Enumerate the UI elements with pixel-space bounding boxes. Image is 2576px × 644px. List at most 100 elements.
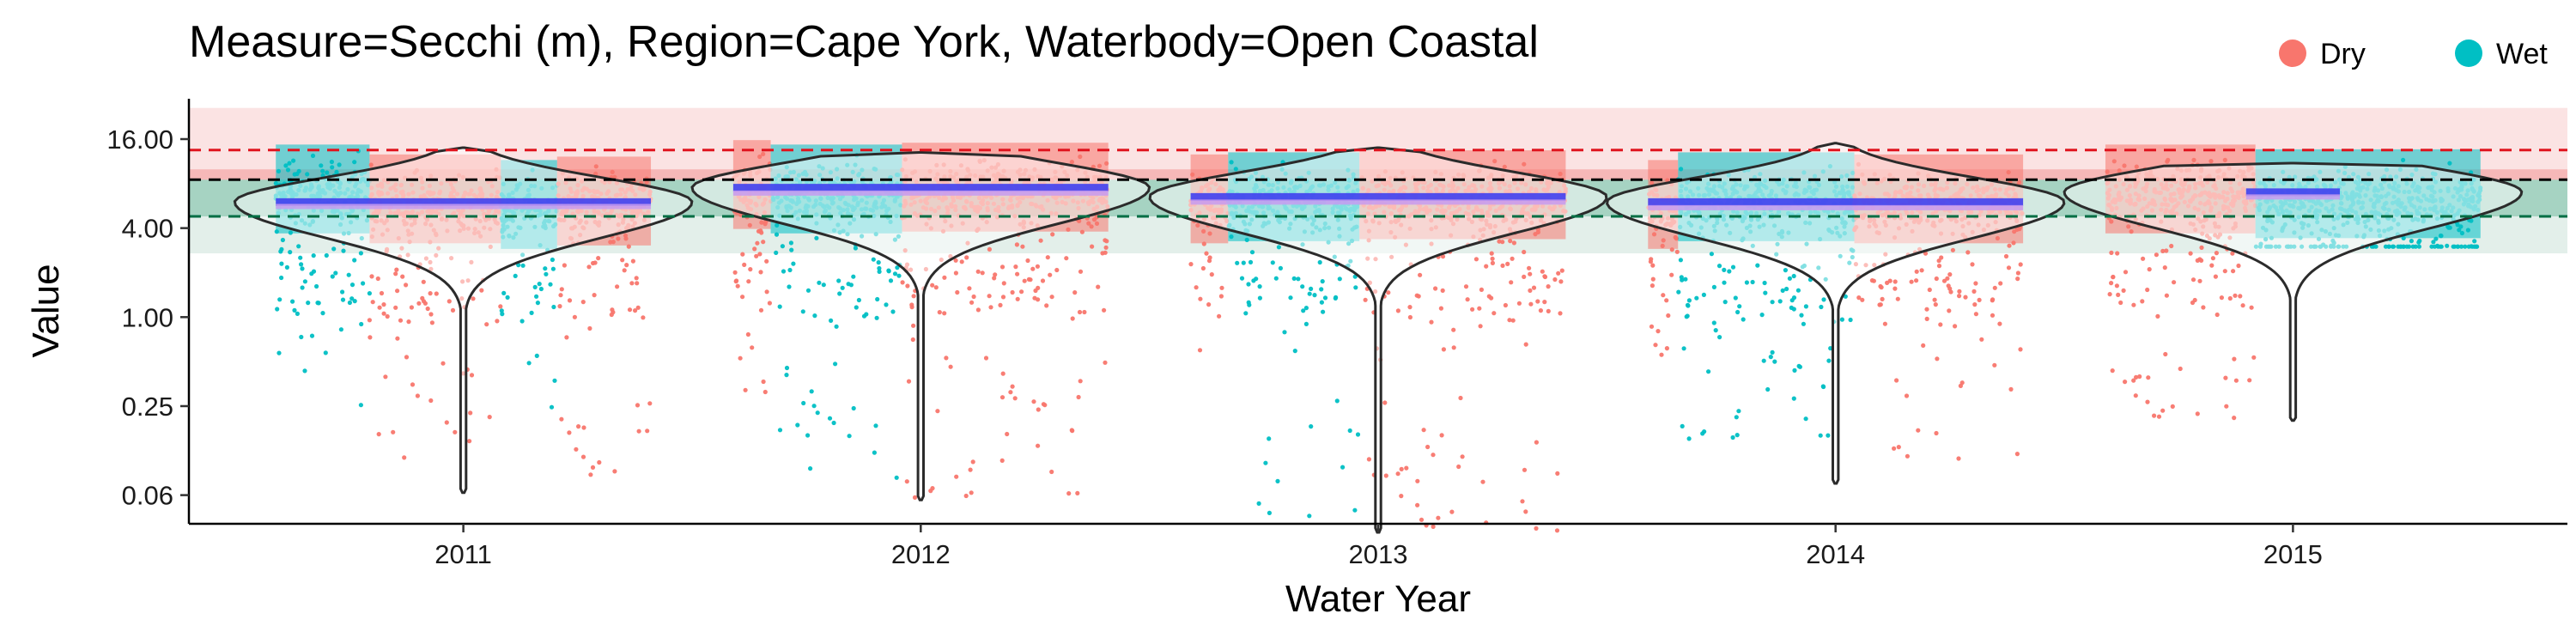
data-point [791,261,796,266]
data-point [1076,394,1081,400]
data-point [1363,297,1368,302]
data-point [404,355,410,360]
data-point [1791,295,1797,301]
data-point [469,373,475,378]
data-point [1531,285,1537,290]
data-point [1042,403,1048,408]
data-point [942,275,947,280]
data-point [290,299,295,304]
data-point [1015,296,1020,301]
data-point [428,291,433,296]
data-point [750,345,755,350]
data-point [732,270,738,275]
data-point [848,283,854,288]
data-point [1722,280,1727,285]
data-point [896,273,902,278]
data-point [1826,433,1831,438]
data-point [1893,279,1898,284]
data-point [2147,267,2152,272]
data-point [912,495,918,501]
data-point [1337,276,1342,282]
data-point [1418,272,1423,277]
data-point [743,387,748,392]
data-point [2232,416,2237,421]
data-point [1736,409,1741,414]
data-point [801,400,806,406]
data-point [2152,413,2157,418]
data-point [2172,280,2177,285]
x-tick-label: 2011 [434,539,492,569]
data-point [1772,359,1777,364]
data-point [942,311,947,316]
data-point [754,253,759,258]
data-point [969,300,975,305]
data-point [935,409,940,414]
data-point [341,248,346,253]
data-point [1075,490,1080,496]
data-point [1666,313,1671,319]
data-point [597,459,602,465]
data-point [2107,292,2112,297]
data-point [2123,380,2128,385]
data-point [2123,270,2129,275]
data-point [959,259,964,264]
data-point [2240,303,2245,308]
data-point [1799,313,1804,318]
data-point [894,475,899,480]
data-point [738,355,743,361]
data-point [1204,251,1209,256]
data-point [535,301,541,306]
data-point [1821,297,1826,302]
data-point [1819,304,1824,310]
data-point [2396,244,2401,249]
data-point [758,270,763,275]
data-point [1791,307,1796,312]
data-point [1676,289,1681,295]
data-point [500,312,505,317]
data-point [1856,295,1862,301]
data-point [1792,368,1797,373]
data-point [1650,276,1656,282]
data-point [302,279,307,284]
data-point [1478,324,1483,329]
data-point [1701,292,1706,297]
data-point [1534,440,1539,445]
data-point [1927,287,1932,293]
data-point [1436,515,1441,520]
data-point [564,335,569,340]
data-point [279,261,284,266]
data-point [359,321,364,327]
data-point [1019,289,1024,295]
data-point [1795,288,1801,293]
data-point [1535,299,1540,304]
data-point [1934,430,1939,436]
data-point [1438,306,1443,311]
data-point [1322,295,1328,301]
median-lines [276,184,2340,210]
data-point [1839,317,1844,322]
data-point [2219,295,2224,301]
data-point [1896,445,1901,450]
data-point [2160,408,2166,413]
data-point [1300,284,1305,289]
data-point [1050,232,1055,237]
data-point [2015,270,2020,276]
data-point [2131,378,2136,383]
data-point [1555,471,1560,477]
data-point [279,246,284,252]
data-point [2210,256,2215,261]
data-point [1096,284,1101,289]
data-point [2007,243,2012,248]
data-point [567,430,572,435]
data-point [1963,295,1968,300]
data-point [784,365,790,371]
data-point [534,294,539,299]
data-point [2018,347,2023,352]
data-point [581,425,586,430]
data-point [1735,309,1741,315]
data-point [1334,398,1340,404]
data-point [2233,378,2239,383]
data-point [2383,244,2389,249]
data-point [2014,452,2020,457]
